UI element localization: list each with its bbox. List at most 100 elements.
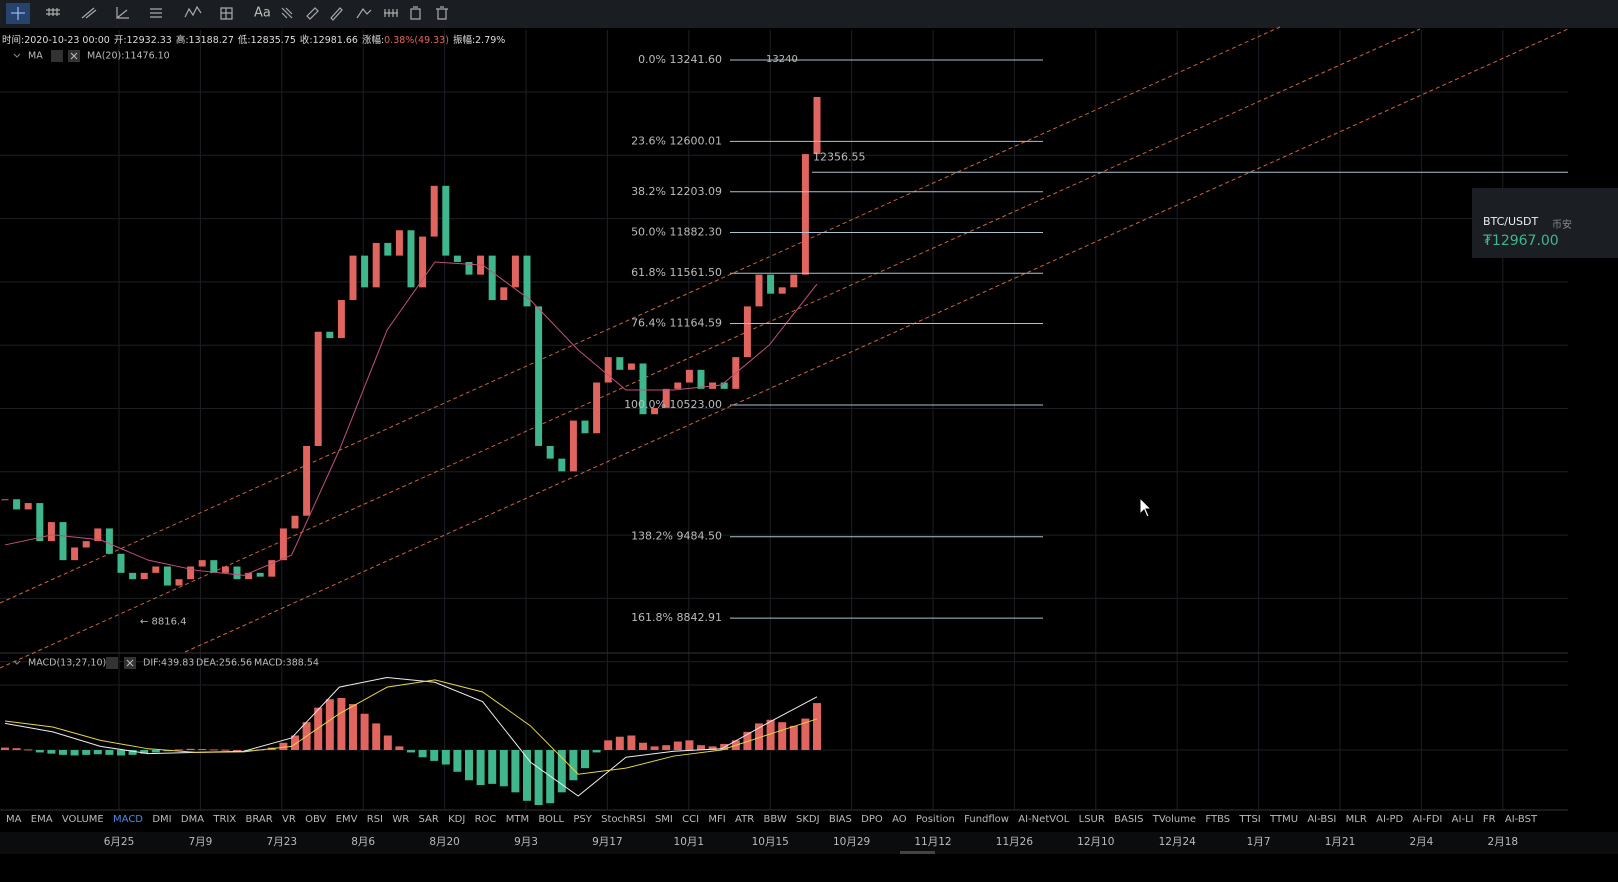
indicator-tab[interactable]: MA: [6, 814, 22, 825]
macd-bar: [557, 750, 566, 793]
candle: [407, 230, 415, 288]
indicator-tab[interactable]: AI-FDI: [1412, 814, 1443, 825]
indicator-tab[interactable]: KDJ: [448, 814, 466, 825]
lines-icon[interactable]: [81, 7, 97, 19]
indicator-tab[interactable]: AI-BST: [1504, 814, 1538, 825]
brush-icon[interactable]: [356, 7, 372, 19]
settings-button[interactable]: [51, 50, 63, 62]
indicator-tab[interactable]: MACD: [113, 814, 144, 825]
indicator-tab[interactable]: TVolume: [1152, 814, 1197, 825]
indicator-tab[interactable]: AO: [892, 814, 907, 825]
indicator-tab[interactable]: VR: [282, 814, 296, 825]
indicator-tab[interactable]: FR: [1482, 814, 1496, 825]
indicator-tab[interactable]: DPO: [861, 814, 883, 825]
indicator-tab[interactable]: MLR: [1345, 814, 1367, 825]
macd-bar: [117, 750, 125, 756]
scroll-indicator[interactable]: [900, 851, 935, 854]
macd-bar: [650, 746, 659, 751]
date-label: 11月26: [996, 836, 1034, 848]
fib-icon[interactable]: [150, 8, 162, 18]
macd-bar: [82, 750, 91, 755]
indicator-tab[interactable]: AI-LI: [1451, 814, 1474, 825]
lock-icon[interactable]: [410, 6, 421, 20]
collapse-icon[interactable]: [13, 53, 21, 58]
indicator-tab[interactable]: EMA: [30, 814, 53, 825]
settings-button[interactable]: [106, 657, 118, 669]
indicator-tab[interactable]: Fundflow: [964, 814, 1009, 825]
angle-icon[interactable]: [116, 7, 129, 19]
indicator-tab[interactable]: StochRSI: [601, 814, 646, 825]
pen-icon[interactable]: [330, 7, 343, 21]
candle: [500, 287, 508, 301]
indicator-tab[interactable]: VOLUME: [61, 814, 104, 825]
indicator-tab[interactable]: SAR: [418, 814, 439, 825]
close-icon: [126, 659, 134, 667]
date-label: 10月15: [752, 836, 789, 848]
indicator-tab[interactable]: MTM: [505, 814, 530, 825]
indicator-tab[interactable]: TTMU: [1270, 814, 1299, 825]
indicator-tab[interactable]: LSUR: [1078, 814, 1105, 825]
dea-label: DEA:256.56: [196, 658, 252, 669]
indicator-tab[interactable]: AI-NetVOL: [1018, 814, 1070, 825]
macd-bar: [140, 750, 149, 754]
indicator-tab[interactable]: BIAS: [828, 814, 852, 825]
text-tool[interactable]: Aa: [254, 6, 271, 21]
candle: [117, 553, 125, 573]
indicator-tab[interactable]: MFI: [708, 814, 726, 825]
macd-bar: [395, 746, 404, 751]
indicator-tab[interactable]: BRAR: [245, 814, 273, 825]
macd-bar: [1, 747, 9, 751]
indicator-tab[interactable]: WR: [392, 814, 410, 825]
indicator-tab[interactable]: OBV: [305, 814, 327, 825]
candle: [720, 382, 728, 389]
candle: [442, 185, 450, 256]
indicator-tab[interactable]: RSI: [366, 814, 384, 825]
candle: [767, 274, 775, 294]
grid-icon[interactable]: [220, 7, 233, 20]
indicator-tab[interactable]: AI-PD: [1376, 814, 1404, 825]
wave-icon[interactable]: [184, 5, 202, 18]
candle: [697, 369, 705, 389]
date-label: 1月7: [1247, 836, 1271, 848]
collapse-icon[interactable]: [13, 660, 21, 665]
candle: [233, 566, 241, 580]
trash-icon[interactable]: [436, 6, 448, 20]
indicator-tab[interactable]: Position: [915, 814, 955, 825]
candle: [593, 382, 601, 434]
indicator-tab[interactable]: PSY: [573, 814, 592, 825]
indicator-tab[interactable]: DMA: [180, 814, 205, 825]
indicator-tab[interactable]: EMV: [335, 814, 358, 825]
measure-icon[interactable]: [384, 9, 398, 17]
fib-label: 38.2% 12203.09: [631, 185, 722, 198]
pattern-icon[interactable]: [281, 7, 293, 19]
price-card[interactable]: BTC/USDT 币安 ₮12967.00: [1472, 188, 1618, 258]
price-line-label: 12356.55: [813, 150, 866, 163]
indicator-tab[interactable]: TTSI: [1239, 814, 1261, 825]
indicator-tab[interactable]: AI-BSI: [1307, 814, 1337, 825]
candle: [140, 572, 148, 580]
indicator-tab[interactable]: FTBS: [1205, 814, 1231, 825]
candle: [743, 306, 751, 358]
indicator-tab[interactable]: SKDJ: [796, 814, 820, 825]
indicator-tab[interactable]: BASIS: [1114, 814, 1144, 825]
indicator-tab[interactable]: SMI: [654, 814, 673, 825]
candle: [187, 566, 195, 580]
eraser-icon[interactable]: [306, 7, 319, 20]
indicator-tab[interactable]: DMI: [152, 814, 172, 825]
indicator-tab[interactable]: TRIX: [213, 814, 237, 825]
date-label: 2月18: [1488, 836, 1519, 848]
ruler-icon[interactable]: [46, 8, 60, 16]
channel: [0, 26, 1569, 669]
indicator-tab[interactable]: BBW: [763, 814, 787, 825]
fib-label: 0.0% 13241.60: [638, 53, 722, 66]
indicator-tab[interactable]: ROC: [474, 814, 497, 825]
macd-bar: [581, 750, 589, 769]
grid: [0, 30, 1568, 810]
ma-line: [4, 261, 818, 576]
indicator-tab[interactable]: ATR: [735, 814, 755, 825]
candle: [395, 230, 403, 256]
indicator-tab[interactable]: BOLL: [538, 814, 565, 825]
candle: [651, 407, 659, 415]
indicator-tab[interactable]: CCI: [682, 814, 700, 825]
